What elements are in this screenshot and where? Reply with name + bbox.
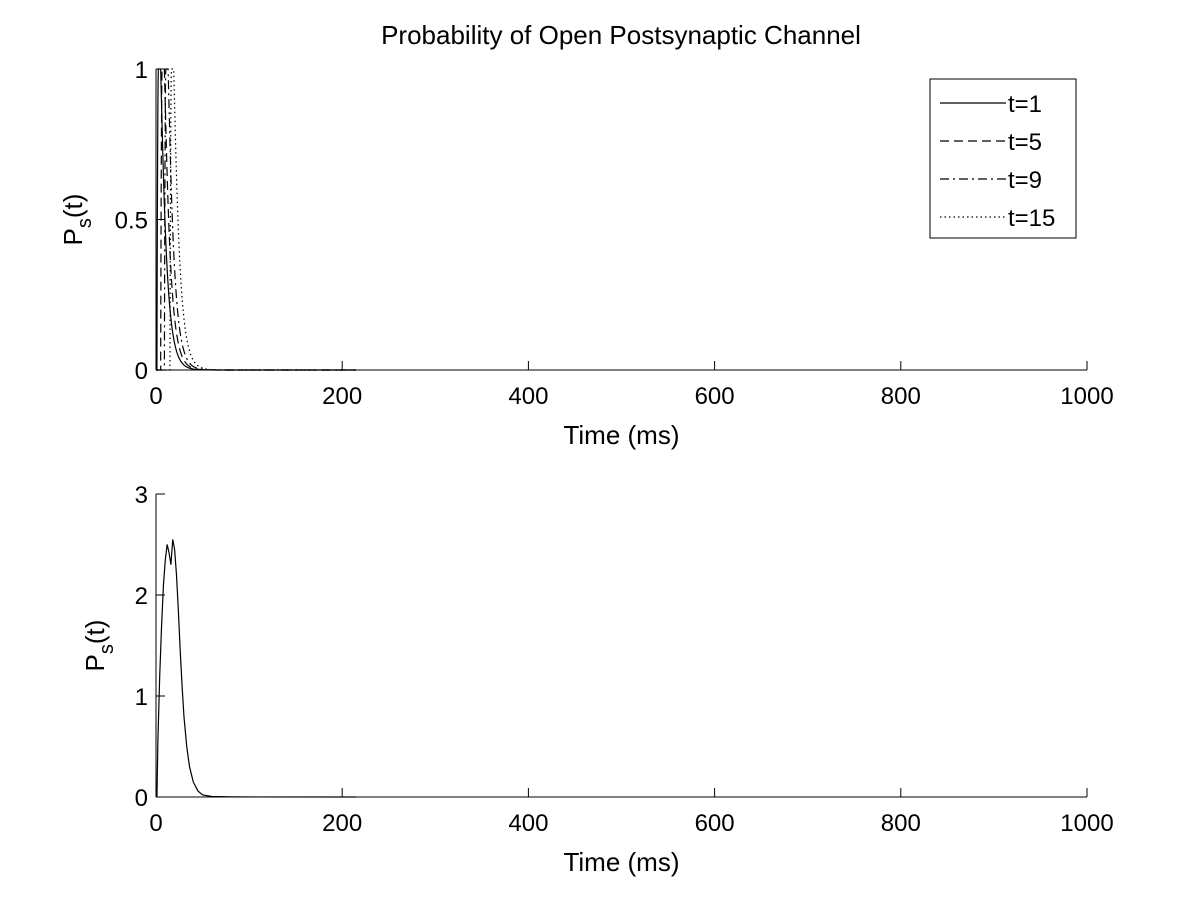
x-tick-label: 600 <box>695 383 735 410</box>
x-tick-label: 800 <box>881 810 921 837</box>
y-tick-label: 0 <box>135 358 148 385</box>
x-tick-label: 0 <box>149 383 162 410</box>
legend-box <box>929 78 1077 239</box>
y-tick-label: 1 <box>135 684 148 711</box>
y-label-base: P <box>58 228 88 245</box>
legend-label: t=9 <box>1008 167 1042 194</box>
legend: t=1 t=5 t=9 t=15 <box>929 78 1077 239</box>
x-tick-label: 1000 <box>1060 810 1113 837</box>
x-tick-label: 200 <box>322 383 362 410</box>
series-line-t=5 <box>156 68 357 371</box>
y-tick-label: 0.5 <box>115 208 148 235</box>
legend-label: t=1 <box>1008 91 1042 118</box>
chart-title: Probability of Open Postsynaptic Channel <box>381 20 861 50</box>
x-axis-label: Time (ms) <box>563 420 679 450</box>
y-axis-label: Ps(t) <box>58 194 96 246</box>
x-tick-label: 0 <box>149 810 162 837</box>
y-label-tail: (t) <box>80 620 110 645</box>
y-label-tail: (t) <box>58 194 88 219</box>
x-tick-label: 400 <box>508 383 548 410</box>
x-tick-label: 200 <box>322 810 362 837</box>
x-tick-label: 1000 <box>1060 383 1113 410</box>
y-label-sub: s <box>74 218 96 228</box>
y-tick-label: 1 <box>135 57 148 84</box>
legend-label: t=15 <box>1008 205 1055 232</box>
x-tick-label: 400 <box>508 810 548 837</box>
y-tick-label: 3 <box>135 482 148 509</box>
series-line-t=15 <box>156 68 357 371</box>
series-line-series-0 <box>156 539 357 798</box>
y-tick-label: 2 <box>135 583 148 610</box>
y-label-sub: s <box>96 644 118 654</box>
bottom-subplot: 0 200 400 600 800 1000 0 1 2 3 Time (ms) Ps(t) <box>80 482 1114 877</box>
x-tick-label: 800 <box>881 383 921 410</box>
x-axis-label: Time (ms) <box>563 847 679 877</box>
y-axis-label: Ps(t) <box>80 620 118 672</box>
y-tick-label: 0 <box>135 785 148 812</box>
legend-label: t=5 <box>1008 129 1042 156</box>
series-line-t=1 <box>156 68 357 371</box>
x-tick-label: 600 <box>695 810 735 837</box>
y-label-base: P <box>80 654 110 671</box>
series-line-t=9 <box>156 68 357 371</box>
